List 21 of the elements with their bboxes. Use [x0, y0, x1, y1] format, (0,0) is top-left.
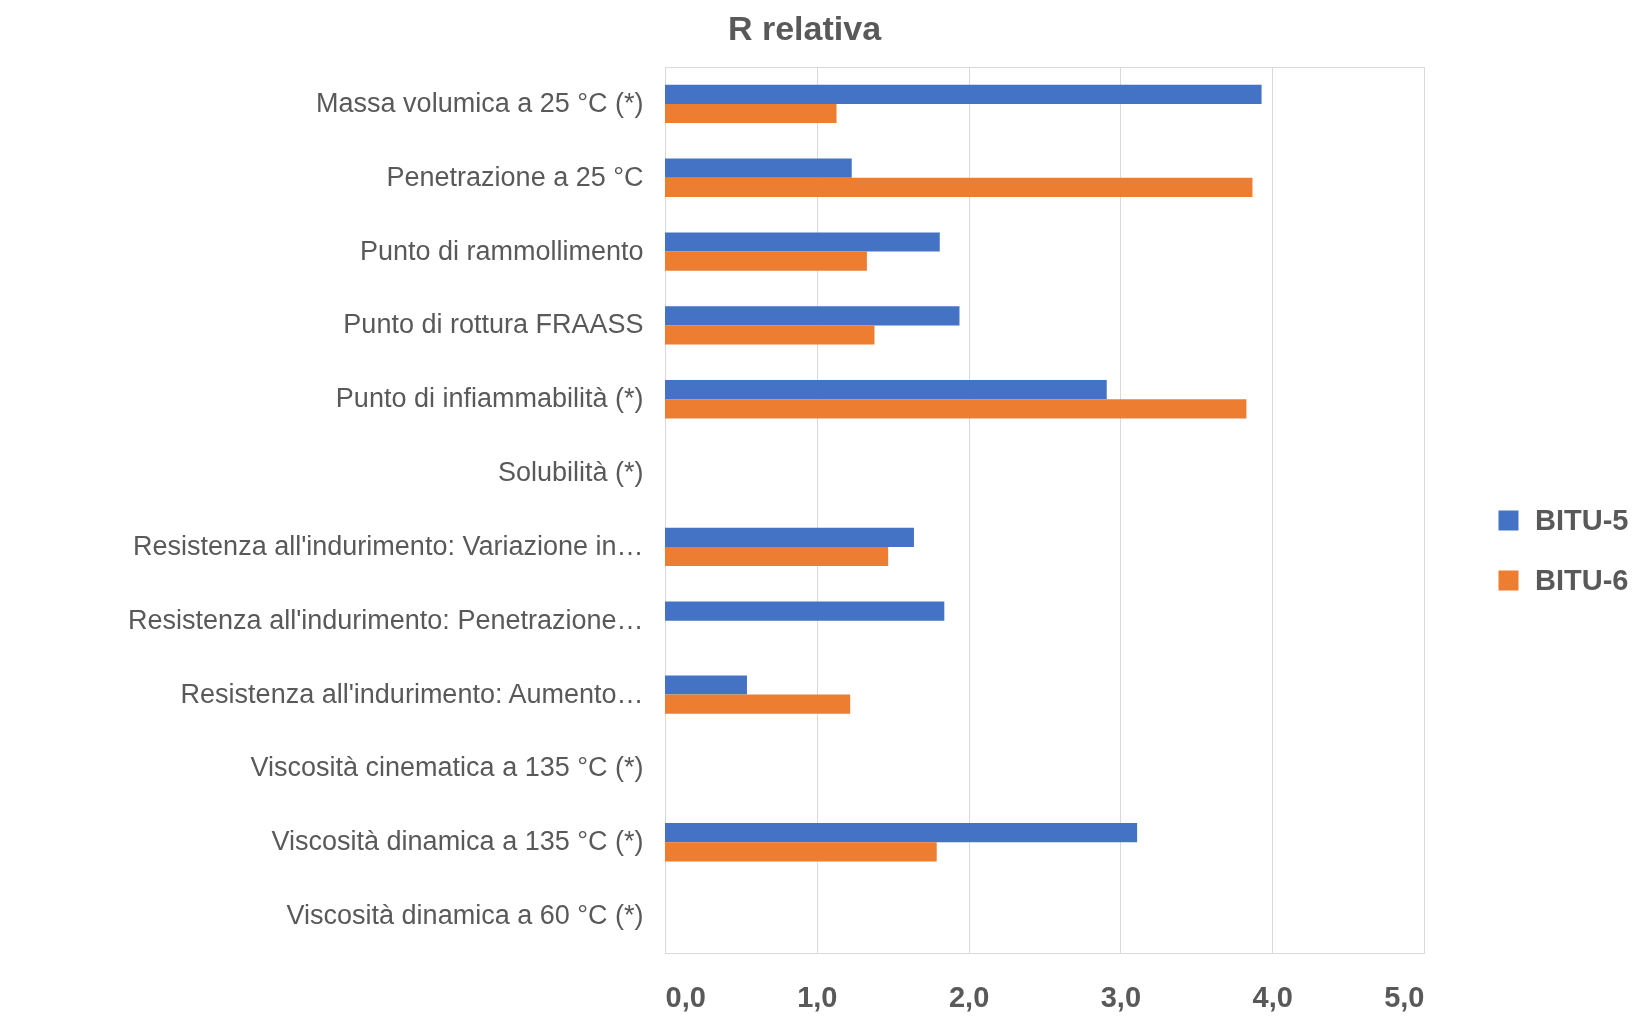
y-tick-label: Punto di rammollimento	[359, 235, 644, 266]
y-tick-label: Resistenza all'indurimento: Aumento…	[180, 678, 644, 709]
x-tick-label: 1,0	[797, 980, 838, 1013]
chart-title: R relativa	[727, 9, 883, 47]
y-tick-label: Viscosità dinamica a 135 °C (*)	[271, 826, 644, 857]
x-tick-label: 3,0	[1100, 980, 1142, 1013]
legend-label: BITU-6	[1535, 563, 1629, 596]
y-tick-label: Solubilità (*)	[497, 457, 644, 488]
y-tick-label: Viscosità cinematica a 135 °C (*)	[250, 752, 644, 783]
y-tick-label: Penetrazione a 25 °C	[386, 161, 644, 192]
legend-label: BITU-5	[1535, 503, 1629, 536]
x-tick-label: 5,0	[1384, 980, 1425, 1013]
y-tick-label: Massa volumica a 25 °C (*)	[316, 87, 644, 118]
y-tick-label: Punto di infiammabilità (*)	[335, 383, 644, 414]
y-tick-label: Punto di rottura FRAASS	[343, 309, 644, 340]
x-tick-label: 2,0	[948, 980, 990, 1013]
y-tick-label: Viscosità dinamica a 60 °C (*)	[286, 900, 644, 931]
x-tick-label: 0,0	[665, 980, 706, 1013]
y-tick-label: Resistenza all'indurimento: Penetrazione…	[128, 604, 644, 635]
y-tick-label: Resistenza all'indurimento: Variazione in…	[133, 530, 644, 561]
x-tick-label: 4,0	[1252, 980, 1293, 1013]
